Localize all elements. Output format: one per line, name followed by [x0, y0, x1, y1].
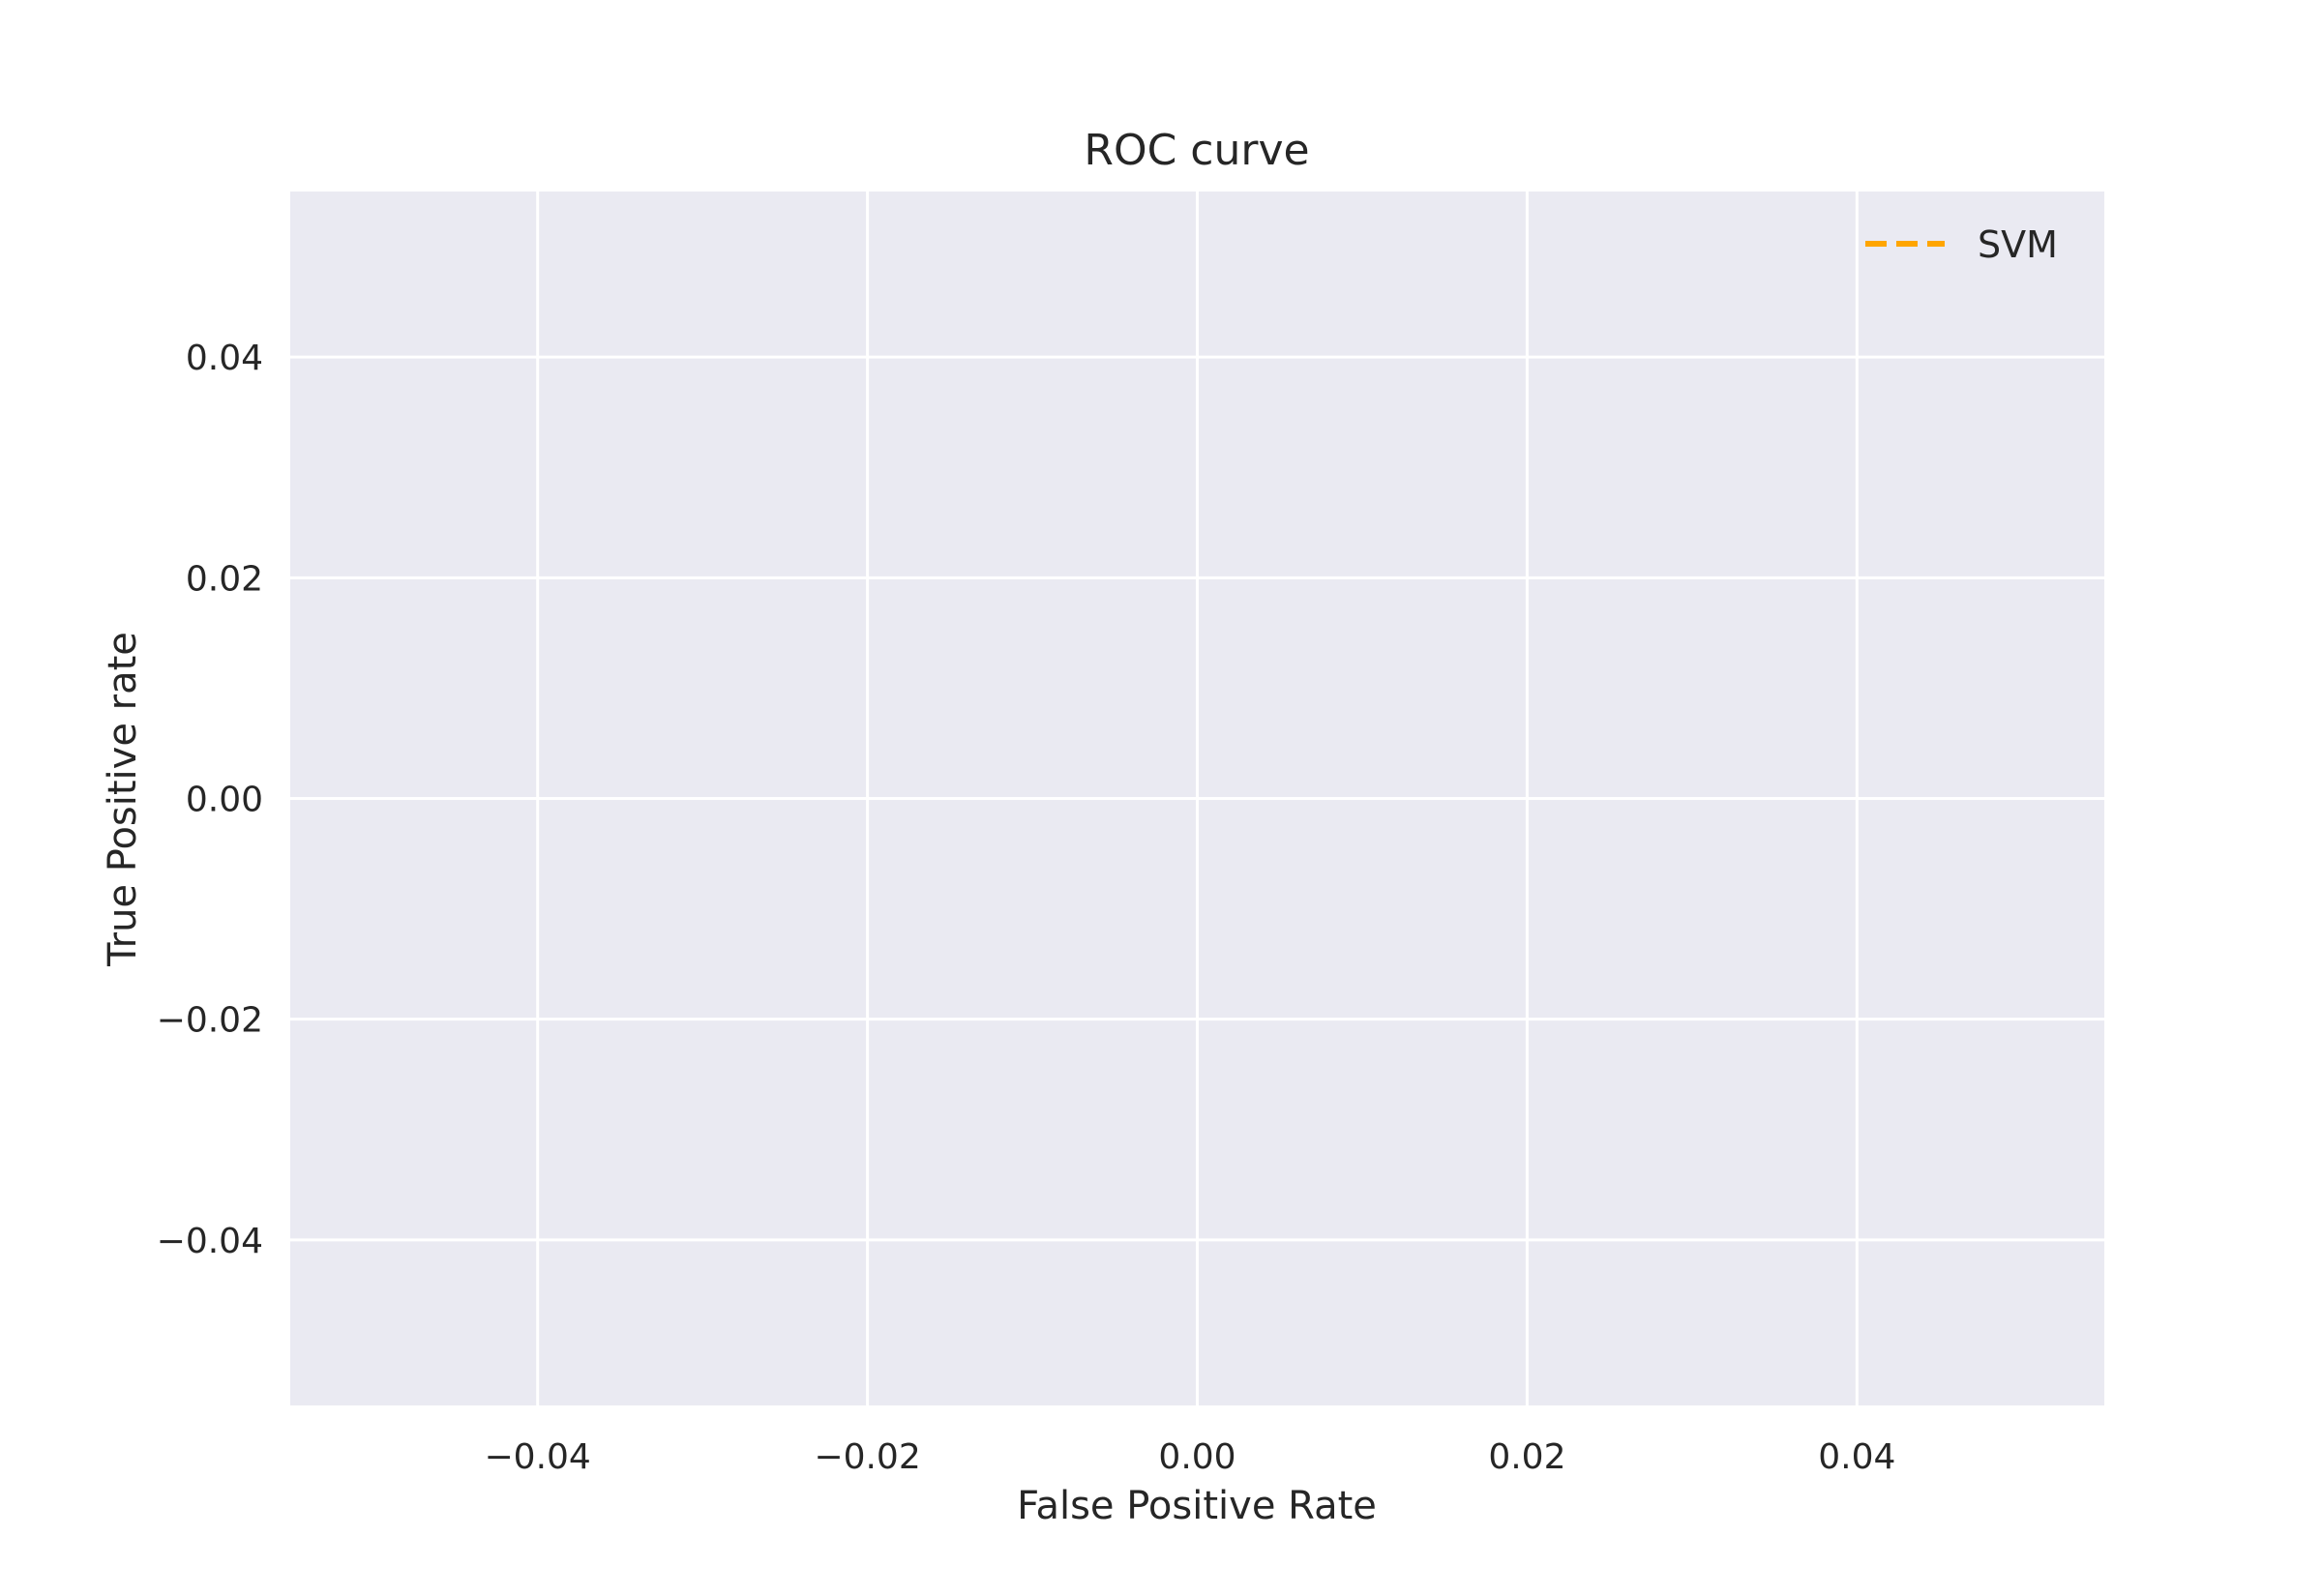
- x-axis-label: False Positive Rate: [1017, 1484, 1377, 1528]
- chart-title: ROC curve: [1084, 126, 1309, 175]
- x-tick-label: 0.04: [1818, 1437, 1895, 1477]
- legend: SVM: [1865, 223, 2058, 266]
- x-axis-ticks: −0.04 −0.02 0.00 0.02 0.04: [485, 1437, 1896, 1477]
- x-tick-label: −0.02: [814, 1437, 920, 1477]
- y-tick-label: 0.00: [186, 781, 263, 820]
- y-tick-label: −0.02: [157, 1001, 263, 1041]
- x-tick-label: 0.00: [1158, 1437, 1235, 1477]
- grid-lines: [290, 192, 2104, 1405]
- y-axis-ticks: −0.04 −0.02 0.00 0.02 0.04: [157, 339, 263, 1261]
- y-axis-label: True Positive rate: [101, 632, 145, 967]
- y-tick-label: −0.04: [157, 1222, 263, 1261]
- x-tick-label: −0.04: [485, 1437, 591, 1477]
- y-tick-label: 0.04: [186, 339, 263, 378]
- x-tick-label: 0.02: [1488, 1437, 1565, 1477]
- legend-label-svm: SVM: [1978, 223, 2058, 266]
- y-tick-label: 0.02: [186, 559, 263, 599]
